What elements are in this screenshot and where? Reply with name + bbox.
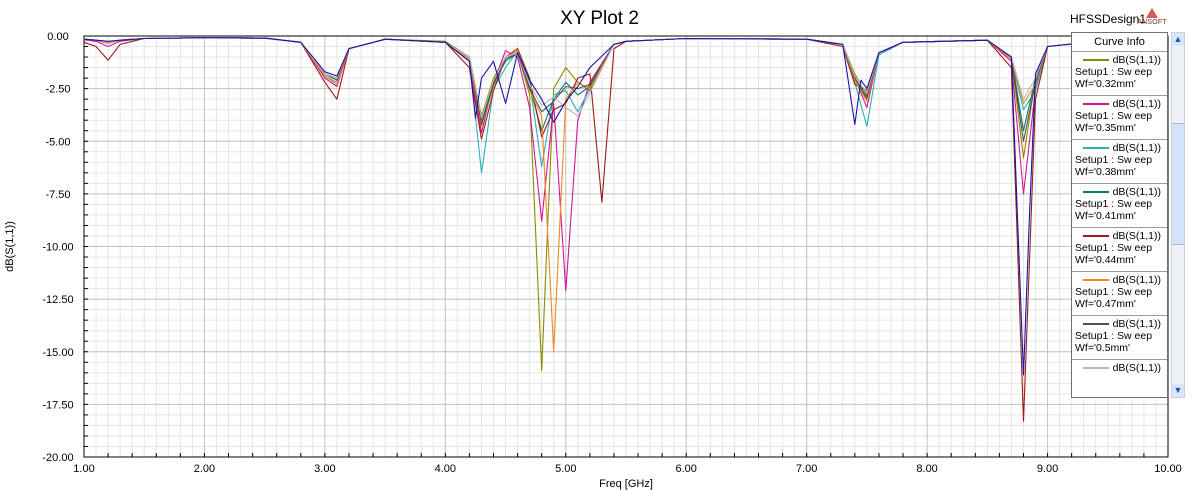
y-tick-label: -17.50 — [42, 399, 73, 411]
curve-info-legend[interactable]: Curve Info dB(S(1,1)) Setup1 : Sw eep Wf='… — [1071, 32, 1168, 398]
y-tick-label: -12.50 — [42, 294, 73, 306]
x-tick-label: 8.00 — [916, 463, 937, 475]
legend-sublabel: Setup1 : Sw eep — [1075, 198, 1153, 210]
legend-label: dB(S(1,1)) — [1112, 230, 1161, 242]
legend-sublabel: Wf='0.35mm' — [1075, 122, 1136, 134]
ansoft-logo: ANSOFT — [1132, 8, 1172, 26]
y-tick-label: -2.50 — [45, 84, 70, 96]
legend-label: dB(S(1,1)) — [1112, 98, 1161, 110]
legend-entry[interactable]: dB(S(1,1)) Setup1 : Sw eep Wf='0.41mm' — [1072, 184, 1167, 228]
y-tick-label: -5.00 — [45, 136, 70, 148]
chevron-down-icon[interactable]: ▼ — [1172, 384, 1184, 397]
legend-label: dB(S(1,1)) — [1112, 318, 1161, 330]
legend-list: dB(S(1,1)) Setup1 : Sw eep Wf='0.32mm' dB(S… — [1072, 52, 1167, 397]
chevron-up-icon[interactable]: ▲ — [1172, 33, 1184, 46]
x-axis-label: Freq [GHz] — [599, 478, 653, 490]
legend-sublabel: Setup1 : Sw eep — [1075, 330, 1153, 342]
x-tick-label: 7.00 — [796, 463, 817, 475]
x-tick-label: 4.00 — [435, 463, 456, 475]
legend-sublabel: Wf='0.5mm' — [1075, 342, 1131, 354]
x-tick-label: 10.00 — [1154, 463, 1182, 475]
legend-sublabel: Wf='0.47mm' — [1075, 298, 1136, 310]
legend-swatch — [1082, 59, 1109, 61]
legend-swatch — [1082, 367, 1109, 369]
legend-sublabel: Wf='0.32mm' — [1075, 78, 1136, 90]
ansoft-logo-text: ANSOFT — [1137, 19, 1167, 26]
x-tick-label: 6.00 — [676, 463, 697, 475]
legend-header: Curve Info — [1072, 33, 1167, 52]
legend-swatch — [1082, 103, 1109, 105]
legend-sublabel: Setup1 : Sw eep — [1075, 242, 1153, 254]
design-name: HFSSDesign1 — [1070, 12, 1147, 26]
legend-sublabel: Wf='0.38mm' — [1075, 166, 1136, 178]
legend-label: dB(S(1,1)) — [1112, 186, 1161, 198]
x-tick-label: 1.00 — [73, 463, 94, 475]
legend-sublabel: Wf='0.44mm' — [1075, 254, 1136, 266]
ansoft-logo-icon — [1146, 8, 1158, 18]
legend-scrollbar[interactable]: ▲ ▼ — [1171, 32, 1185, 398]
y-tick-label: -20.00 — [42, 452, 73, 464]
legend-swatch — [1082, 279, 1109, 281]
scrollbar-thumb[interactable] — [1172, 123, 1184, 245]
legend-swatch — [1082, 323, 1109, 325]
x-tick-label: 5.00 — [555, 463, 576, 475]
legend-sublabel: Setup1 : Sw eep — [1075, 286, 1153, 298]
legend-swatch — [1082, 191, 1109, 193]
legend-swatch — [1082, 147, 1109, 149]
legend-entry[interactable]: dB(S(1,1)) Setup1 : Sw eep Wf='0.5mm' — [1072, 316, 1167, 360]
legend-entry[interactable]: dB(S(1,1)) Setup1 : Sw eep Wf='0.35mm' — [1072, 96, 1167, 140]
legend-label: dB(S(1,1)) — [1112, 274, 1161, 286]
legend-entry[interactable]: dB(S(1,1)) Setup1 : Sw eep Wf='0.38mm' — [1072, 140, 1167, 184]
legend-label: dB(S(1,1)) — [1112, 362, 1161, 374]
y-tick-label: -7.50 — [45, 189, 70, 201]
legend-entry[interactable]: dB(S(1,1)) Setup1 : Sw eep Wf='0.32mm' — [1072, 52, 1167, 96]
legend-label: dB(S(1,1)) — [1112, 54, 1161, 66]
legend-sublabel: Setup1 : Sw eep — [1075, 66, 1153, 78]
y-tick-label: 0.00 — [47, 31, 68, 43]
legend-swatch — [1082, 235, 1109, 237]
x-tick-label: 3.00 — [314, 463, 335, 475]
legend-label: dB(S(1,1)) — [1112, 142, 1161, 154]
y-tick-label: -15.00 — [42, 347, 73, 359]
legend-sublabel: Setup1 : Sw eep — [1075, 154, 1153, 166]
legend-entry[interactable]: dB(S(1,1)) — [1072, 360, 1167, 397]
x-tick-label: 2.00 — [194, 463, 215, 475]
y-axis-label: dB(S(1,1)) — [4, 221, 16, 272]
plot-title: XY Plot 2 — [560, 8, 639, 29]
x-tick-label: 9.00 — [1037, 463, 1058, 475]
y-tick-label: -10.00 — [42, 242, 73, 254]
legend-sublabel: Setup1 : Sw eep — [1075, 110, 1153, 122]
legend-entry[interactable]: dB(S(1,1)) Setup1 : Sw eep Wf='0.47mm' — [1072, 272, 1167, 316]
series-line — [83, 37, 1169, 376]
legend-entry[interactable]: dB(S(1,1)) Setup1 : Sw eep Wf='0.44mm' — [1072, 228, 1167, 272]
legend-sublabel: Wf='0.41mm' — [1075, 210, 1136, 222]
